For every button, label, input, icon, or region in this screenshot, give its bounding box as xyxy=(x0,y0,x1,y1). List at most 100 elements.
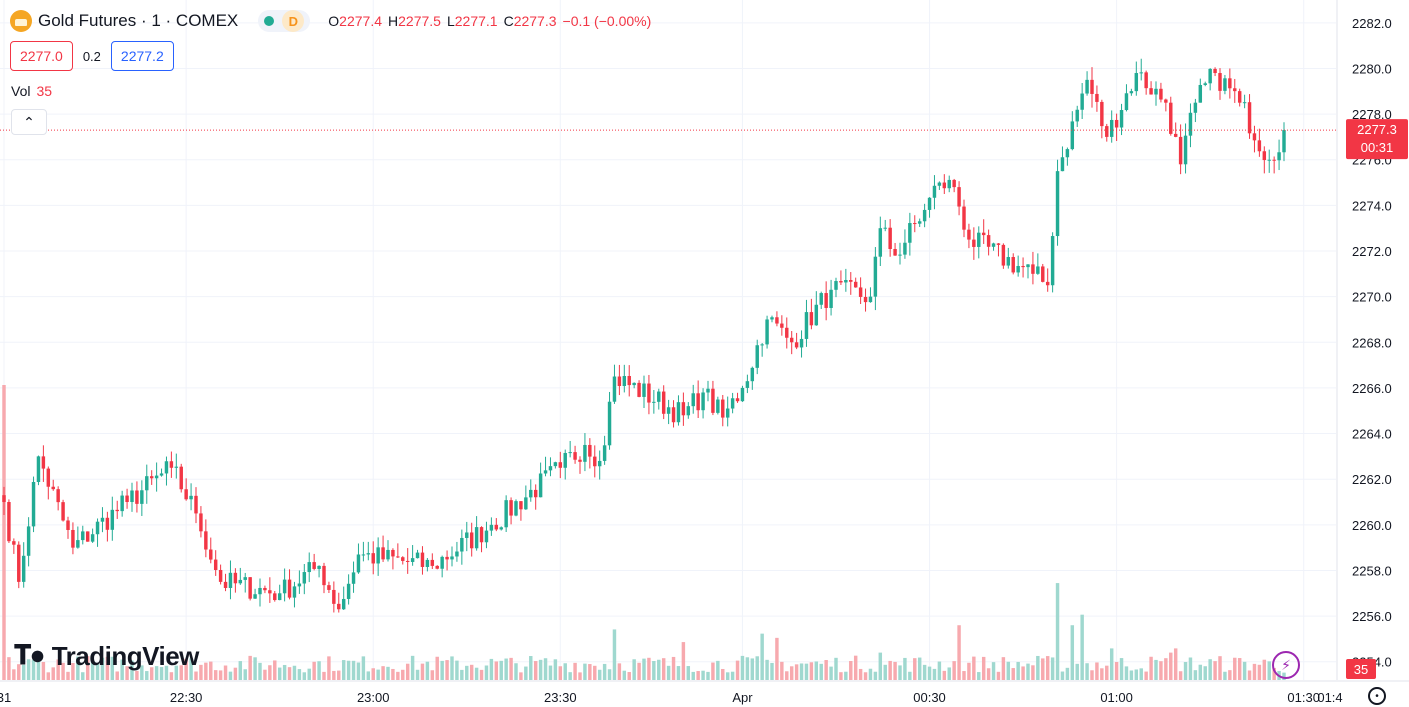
price-tick-label: 2256.0 xyxy=(1352,609,1392,624)
price-tick-label: 2260.0 xyxy=(1352,518,1392,533)
volume-bar xyxy=(730,671,735,680)
volume-bar xyxy=(238,661,243,680)
candle-body xyxy=(583,444,587,462)
candle-body xyxy=(597,460,602,467)
candle-body xyxy=(991,243,996,247)
candle-body xyxy=(189,495,193,500)
candle-body xyxy=(1188,112,1193,136)
candle-body xyxy=(1070,121,1075,150)
volume-bar xyxy=(607,669,612,680)
candle-body xyxy=(1178,136,1183,165)
volume-bar xyxy=(135,670,139,680)
volume-bar xyxy=(1031,665,1035,680)
tradingview-logo[interactable]: 𝐓● TradingView xyxy=(14,640,199,672)
candle-body xyxy=(696,393,700,411)
candle-body xyxy=(371,553,375,564)
volume-bar xyxy=(981,656,986,680)
candle-body xyxy=(120,495,124,512)
candle-body xyxy=(1016,265,1020,273)
volume-bar xyxy=(1223,671,1227,680)
candle-body xyxy=(1036,266,1040,274)
volume-bar xyxy=(346,660,351,680)
volume-bar xyxy=(1134,669,1139,680)
candle-body xyxy=(593,456,597,467)
volume-bar xyxy=(484,665,489,680)
high-label: H xyxy=(388,13,399,29)
volume-bar xyxy=(218,670,223,680)
volume-bar xyxy=(26,659,31,680)
candle-body xyxy=(51,486,55,490)
candle-body xyxy=(716,399,720,413)
volume-bar xyxy=(706,671,710,680)
volume-bar xyxy=(292,665,297,680)
volume-bar xyxy=(750,658,755,680)
candle-body xyxy=(558,462,563,468)
volume-bar xyxy=(755,656,759,680)
market-status-pill[interactable]: D xyxy=(258,10,311,32)
volume-bar xyxy=(721,668,725,680)
candle-body xyxy=(292,586,297,598)
volume-bar xyxy=(671,656,676,680)
volume-bar xyxy=(716,660,720,680)
sell-button[interactable]: 2277.0 xyxy=(10,41,73,71)
volume-bar xyxy=(1095,662,1099,680)
candle-body xyxy=(425,559,430,567)
volume-bar xyxy=(56,659,60,680)
volume-bar xyxy=(489,658,494,680)
price-tick-label: 2272.0 xyxy=(1352,244,1392,259)
volume-bar xyxy=(179,665,183,680)
candle-body xyxy=(657,391,661,402)
candle-body xyxy=(248,577,252,599)
volume-bar xyxy=(878,652,883,680)
volume-bar xyxy=(1006,661,1011,680)
volume-bar xyxy=(479,669,484,680)
price-tick-label: 2264.0 xyxy=(1352,427,1392,442)
volume-legend[interactable]: Vol 35 xyxy=(11,83,52,99)
candle-body xyxy=(602,445,607,461)
candle-body xyxy=(1075,109,1079,122)
candle-body xyxy=(893,248,897,256)
candle-body xyxy=(12,541,16,545)
price-axis[interactable]: 2254.02256.02258.02260.02262.02264.02266… xyxy=(1336,0,1392,680)
volume-bar xyxy=(410,655,415,680)
candle-body xyxy=(1159,88,1163,100)
lightning-icon[interactable]: ⚡ xyxy=(1272,651,1300,679)
candle-body xyxy=(1026,264,1030,268)
session-badge[interactable]: D xyxy=(282,10,305,32)
candle-body xyxy=(824,293,828,308)
chevron-up-icon[interactable]: ⌃ xyxy=(11,109,47,135)
time-tick-label: 31 xyxy=(0,690,11,705)
candle-body xyxy=(1267,159,1271,161)
volume-bar xyxy=(405,663,410,680)
time-tick-label: 01:4 xyxy=(1317,690,1342,705)
candle-body xyxy=(1109,119,1114,137)
volume-bar xyxy=(194,671,198,680)
volume-bar xyxy=(120,659,124,680)
volume-bar xyxy=(332,670,336,680)
candle-body xyxy=(455,551,459,557)
volume-bar xyxy=(627,672,631,680)
candle-body xyxy=(159,473,164,476)
candle-body xyxy=(1031,264,1035,274)
volume-bar xyxy=(61,662,65,680)
volume-bar xyxy=(312,661,316,680)
close-value: 2277.3 xyxy=(513,13,557,29)
volume-bar xyxy=(1218,656,1222,680)
candle-body xyxy=(588,444,592,457)
candle-body xyxy=(972,239,976,247)
volume-bar xyxy=(1198,664,1203,680)
candle-body xyxy=(297,583,302,587)
candle-body xyxy=(1223,78,1227,91)
volume-bar xyxy=(927,666,932,680)
settings-gear-icon[interactable]: • xyxy=(1368,687,1386,705)
volume-bar xyxy=(1183,662,1188,680)
volume-bar xyxy=(199,664,203,680)
candle-body xyxy=(346,583,351,599)
low-value: 2277.1 xyxy=(454,13,498,29)
buy-button[interactable]: 2277.2 xyxy=(110,41,174,71)
volume-bar xyxy=(1114,661,1119,680)
symbol-title[interactable]: Gold Futures · 1 · COMEX xyxy=(38,11,239,30)
candle-body xyxy=(1085,79,1089,94)
